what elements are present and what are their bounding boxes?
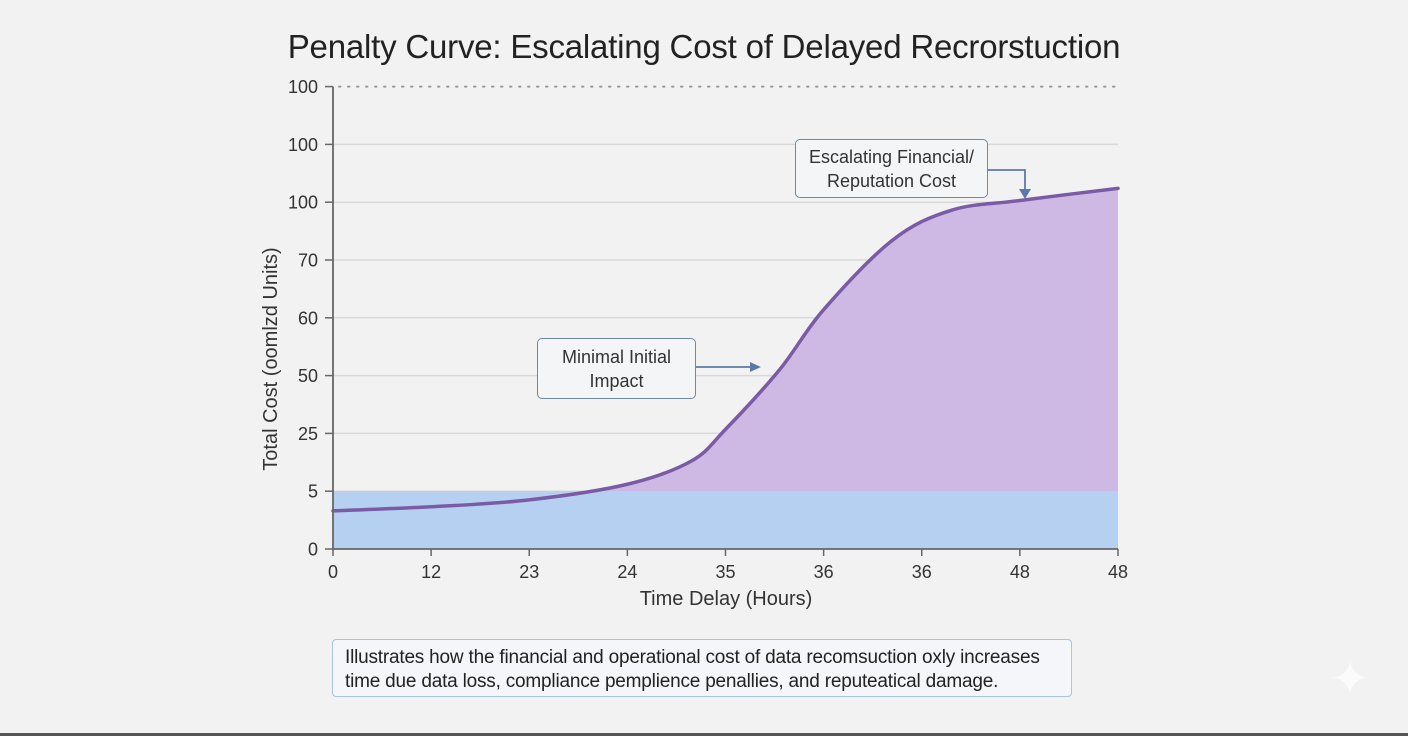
penalty-curve-line (331, 186, 1120, 513)
escalation-area (333, 188, 1118, 511)
y-tick-label: 100 (288, 135, 318, 155)
x-tick-label: 23 (519, 562, 539, 582)
y-tick-label: 60 (298, 308, 318, 328)
annotation-minimal-line1: Minimal Initial (561, 347, 672, 367)
x-tick-label: 24 (617, 562, 637, 582)
y-tick-label: 100 (288, 193, 318, 213)
x-tick-label: 36 (814, 562, 834, 582)
annotation-escalating-cost: Escalating Financial/ Reputation Cost (795, 139, 988, 198)
caption-line-2: time due data loss, compliance pemplienc… (345, 671, 999, 692)
arrow-escalating-cost (988, 169, 1026, 191)
annotation-escalating-line1: Escalating Financial/ (808, 147, 975, 167)
y-tick-label: 25 (298, 424, 318, 444)
x-tick-label: 36 (912, 562, 932, 582)
y-tick-label: 70 (298, 251, 318, 271)
sparkle-icon: ✦ (1329, 653, 1371, 706)
chart-caption: Illustrates how the financial and operat… (332, 639, 1072, 697)
x-tick-label: 12 (421, 562, 441, 582)
tick-label-layer: 0 5 25 50 60 70 100 100 100 0 12 23 24 35 36 36 48 48 (288, 77, 1128, 582)
arrowhead-icon (1019, 189, 1031, 199)
chart-title: Penalty Curve: Escalating Cost of Delaye… (287, 28, 1121, 65)
x-tick-label: 48 (1010, 562, 1030, 582)
annotation-minimal-line2: Impact (589, 371, 644, 391)
caption-line-1: Illustrates how the financial and operat… (345, 647, 1040, 668)
x-tick-label: 0 (328, 562, 338, 582)
bottom-border (0, 733, 1408, 736)
x-tick-label: 48 (1108, 562, 1128, 582)
x-tick-label: 35 (715, 562, 735, 582)
y-tick-label: 50 (298, 366, 318, 386)
x-axis-title: Time Delay (Hours) (640, 588, 813, 610)
annotation-minimal-impact: Minimal Initial Impact (537, 338, 696, 399)
arrowhead-icon (750, 362, 761, 372)
annotation-arrows (696, 169, 1031, 372)
y-tick-label: 5 (308, 482, 318, 502)
baseline-band (333, 491, 1118, 549)
annotation-escalating-line2: Reputation Cost (826, 171, 957, 191)
y-axis-title: Total Cost (oomlzd Units) (260, 247, 282, 470)
area-layer (331, 186, 1120, 549)
y-tick-label: 0 (308, 540, 318, 560)
y-tick-label-top: 100 (288, 77, 318, 97)
